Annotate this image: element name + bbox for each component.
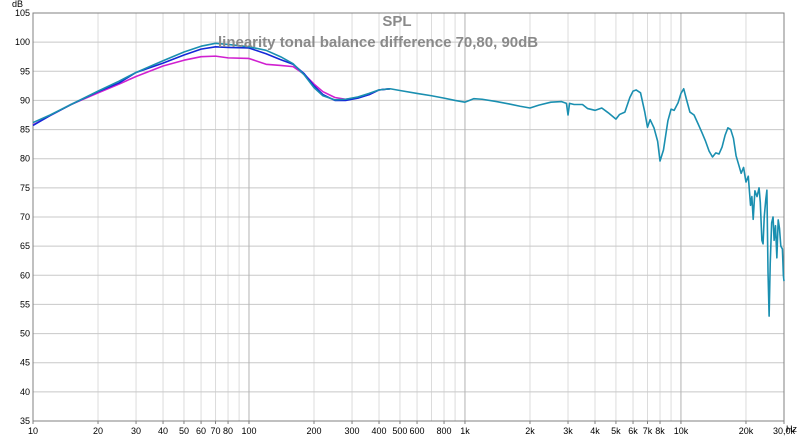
y-tick-label: 50 <box>20 329 30 339</box>
x-tick-label: 4k <box>590 426 600 436</box>
x-tick-label: 10 <box>28 426 38 436</box>
x-tick-label: 60 <box>196 426 206 436</box>
x-tick-label: 3k <box>563 426 573 436</box>
x-tick-label: 300 <box>345 426 360 436</box>
plot-frame <box>32 12 785 422</box>
x-tick-label: 6k <box>628 426 638 436</box>
x-tick-label: 1k <box>460 426 470 436</box>
y-tick-label: 75 <box>20 183 30 193</box>
x-tick-label: 200 <box>306 426 321 436</box>
x-tick-label: 20 <box>93 426 103 436</box>
series-line-1 <box>32 55 391 126</box>
chart-subtitle: linearity tonal balance difference 70,80… <box>218 34 538 51</box>
y-tick-label: 95 <box>20 66 30 76</box>
x-tick-label: 5k <box>611 426 621 436</box>
y-axis-ticks: 35 40 45 50 55 60 65 70 75 80 85 90 95 100 105 <box>15 8 30 426</box>
x-tick-label: 600 <box>410 426 425 436</box>
y-tick-label: 55 <box>20 299 30 309</box>
y-tick-label: 40 <box>20 387 30 397</box>
series-layer <box>32 42 785 317</box>
x-tick-label: 30,0k <box>773 426 796 436</box>
chart-title: SPL <box>382 13 411 30</box>
series-line-3 <box>32 42 785 317</box>
x-tick-label: 10k <box>674 426 689 436</box>
x-tick-label: 20k <box>739 426 754 436</box>
x-tick-label: 80 <box>223 426 233 436</box>
y-tick-label: 45 <box>20 358 30 368</box>
y-axis-unit: dB <box>12 0 23 9</box>
x-tick-label: 8k <box>655 426 665 436</box>
x-tick-label: 50 <box>179 426 189 436</box>
x-axis-ticks: 10 20 30 40 50 60 70 80 100 200 300 400 500 600 800 1k 2… <box>28 421 796 436</box>
y-tick-label: 85 <box>20 125 30 135</box>
x-tick-label: 400 <box>372 426 387 436</box>
x-tick-label: 800 <box>437 426 452 436</box>
y-tick-label: 65 <box>20 241 30 251</box>
y-tick-label: 60 <box>20 270 30 280</box>
series-line-2 <box>32 46 391 127</box>
y-tick-label: 90 <box>20 95 30 105</box>
y-tick-label: 80 <box>20 154 30 164</box>
y-tick-label: 105 <box>15 8 30 18</box>
x-axis-unit: Hz <box>786 424 797 434</box>
x-tick-label: 7k <box>643 426 653 436</box>
y-tick-label: 70 <box>20 212 30 222</box>
y-tick-label: 100 <box>15 37 30 47</box>
x-tick-label: 40 <box>158 426 168 436</box>
x-tick-label: 100 <box>241 426 256 436</box>
x-tick-label: 2k <box>525 426 535 436</box>
x-tick-label: 500 <box>392 426 407 436</box>
x-tick-label: 70 <box>211 426 221 436</box>
y-tick-label: 35 <box>20 416 30 426</box>
x-tick-label: 30 <box>131 426 141 436</box>
